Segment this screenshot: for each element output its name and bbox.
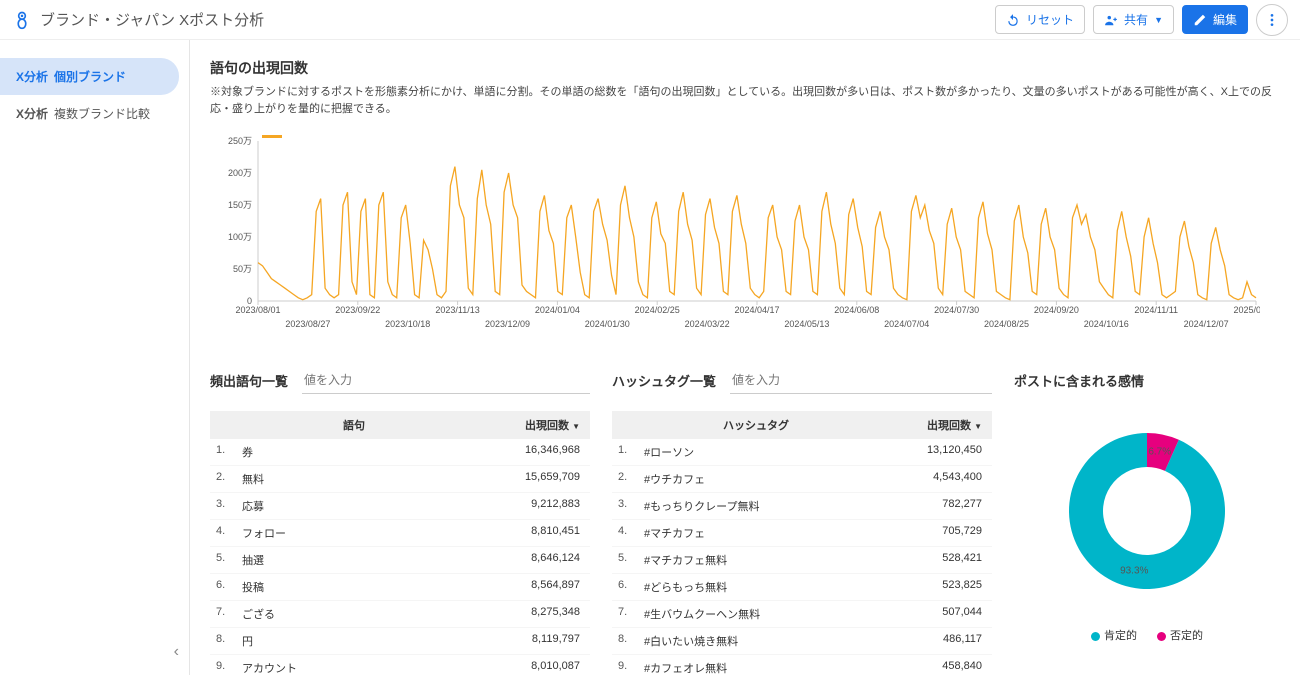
sidebar: X分析個別ブランドX分析複数ブランド比較 ‹	[0, 40, 190, 675]
sidebar-collapse-button[interactable]: ‹	[174, 643, 179, 661]
table-row[interactable]: 9.アカウント8,010,087	[210, 655, 590, 675]
share-button[interactable]: 共有▼	[1093, 5, 1174, 34]
sentiment-donut-chart: 6.7% 93.3%	[1042, 411, 1252, 621]
svg-text:2024/08/25: 2024/08/25	[984, 319, 1029, 329]
svg-text:2023/11/13: 2023/11/13	[435, 305, 479, 315]
svg-text:2024/09/20: 2024/09/20	[1034, 305, 1079, 315]
table-row[interactable]: 6.#どらもっち無料523,825	[612, 574, 992, 601]
svg-text:150万: 150万	[228, 200, 252, 210]
undo-icon	[1006, 13, 1020, 27]
edit-button[interactable]: 編集	[1182, 5, 1248, 34]
pencil-icon	[1193, 13, 1207, 27]
svg-text:2023/10/18: 2023/10/18	[385, 319, 430, 329]
table-row[interactable]: 3.#もっちりクレープ無料782,277	[612, 493, 992, 520]
chart-title: 語句の出現回数	[210, 58, 1280, 78]
sidebar-item[interactable]: X分析個別ブランド	[0, 58, 179, 95]
page-title: ブランド・ジャパン Xポスト分析	[40, 9, 995, 30]
table-row[interactable]: 6.投稿8,564,897	[210, 574, 590, 601]
words-filter-input[interactable]	[302, 367, 590, 393]
table-row[interactable]: 8.円8,119,797	[210, 628, 590, 655]
svg-text:250万: 250万	[228, 136, 252, 146]
hashtags-col-tag[interactable]: ハッシュタグ	[640, 411, 872, 439]
svg-text:2025/01/02: 2025/01/02	[1233, 305, 1260, 315]
table-row[interactable]: 8.#白いたい焼き無料486,117	[612, 628, 992, 655]
topbar: ブランド・ジャパン Xポスト分析 リセット 共有▼ 編集	[0, 0, 1300, 40]
svg-text:2023/09/22: 2023/09/22	[335, 305, 380, 315]
sort-desc-icon: ▼	[572, 422, 580, 431]
table-row[interactable]: 1.#ローソン13,120,450	[612, 439, 992, 466]
hashtags-panel: ハッシュタグ一覧 ハッシュタグ 出現回数 ▼ 1.#ローソン13,120,450…	[612, 363, 992, 675]
svg-text:2023/08/27: 2023/08/27	[285, 319, 330, 329]
words-panel: 頻出語句一覧 語句 出現回数 ▼ 1.券16,346,9682.無料15,659…	[210, 363, 590, 675]
words-col-count[interactable]: 出現回数 ▼	[470, 411, 590, 439]
svg-text:2024/12/07: 2024/12/07	[1184, 319, 1229, 329]
hashtags-table-header: ハッシュタグ 出現回数 ▼	[612, 411, 992, 439]
legend-positive: 肯定的	[1091, 627, 1137, 643]
svg-text:2024/04/17: 2024/04/17	[734, 305, 779, 315]
svg-text:200万: 200万	[228, 168, 252, 178]
svg-text:50万: 50万	[233, 264, 252, 274]
svg-text:6.7%: 6.7%	[1148, 446, 1171, 457]
svg-text:2023/08/01: 2023/08/01	[235, 305, 280, 315]
more-button[interactable]	[1256, 4, 1288, 36]
svg-text:2024/07/04: 2024/07/04	[884, 319, 929, 329]
hashtags-filter-input[interactable]	[730, 367, 992, 393]
chevron-down-icon: ▼	[1154, 15, 1163, 25]
svg-text:2023/12/09: 2023/12/09	[485, 319, 530, 329]
svg-text:2024/01/04: 2024/01/04	[535, 305, 580, 315]
words-table-header: 語句 出現回数 ▼	[210, 411, 590, 439]
table-row[interactable]: 4.#マチカフェ705,729	[612, 520, 992, 547]
person-add-icon	[1104, 13, 1118, 27]
more-vert-icon	[1264, 12, 1280, 28]
table-row[interactable]: 4.フォロー8,810,451	[210, 520, 590, 547]
svg-text:2024/11/11: 2024/11/11	[1134, 305, 1178, 315]
svg-text:2024/06/08: 2024/06/08	[834, 305, 879, 315]
table-row[interactable]: 2.#ウチカフェ4,543,400	[612, 466, 992, 493]
svg-text:2024/01/30: 2024/01/30	[585, 319, 630, 329]
table-row[interactable]: 3.応募9,212,883	[210, 493, 590, 520]
app-logo-icon	[12, 10, 32, 30]
table-row[interactable]: 2.無料15,659,709	[210, 466, 590, 493]
table-row[interactable]: 9.#カフェオレ無料458,840	[612, 655, 992, 675]
table-row[interactable]: 1.券16,346,968	[210, 439, 590, 466]
words-col-term[interactable]: 語句	[238, 411, 470, 439]
svg-text:2024/03/22: 2024/03/22	[685, 319, 730, 329]
svg-text:2024/10/16: 2024/10/16	[1084, 319, 1129, 329]
legend-negative: 否定的	[1157, 627, 1203, 643]
words-title: 頻出語句一覧	[210, 371, 288, 390]
sort-desc-icon: ▼	[974, 422, 982, 431]
svg-text:93.3%: 93.3%	[1120, 566, 1148, 577]
sidebar-item[interactable]: X分析複数ブランド比較	[0, 95, 179, 132]
line-chart: 250万200万150万100万50万02023/08/012023/09/22…	[210, 133, 1280, 343]
chart-desc: ※対象ブランドに対するポストを形態素分析にかけ、単語に分割。その単語の総数を「語…	[210, 84, 1280, 117]
topbar-actions: リセット 共有▼ 編集	[995, 4, 1288, 36]
reset-button[interactable]: リセット	[995, 5, 1085, 34]
sentiment-panel: ポストに含まれる感情 6.7% 93.3% 肯定的 否定的	[1014, 363, 1280, 675]
hashtags-title: ハッシュタグ一覧	[612, 371, 716, 390]
table-row[interactable]: 7.#生バウムクーヘン無料507,044	[612, 601, 992, 628]
sentiment-legend: 肯定的 否定的	[1091, 627, 1203, 643]
content: 語句の出現回数 ※対象ブランドに対するポストを形態素分析にかけ、単語に分割。その…	[190, 40, 1300, 675]
sentiment-title: ポストに含まれる感情	[1014, 371, 1144, 390]
table-row[interactable]: 7.ござる8,275,348	[210, 601, 590, 628]
table-row[interactable]: 5.#マチカフェ無料528,421	[612, 547, 992, 574]
hashtags-col-count[interactable]: 出現回数 ▼	[872, 411, 992, 439]
table-row[interactable]: 5.抽選8,646,124	[210, 547, 590, 574]
svg-text:100万: 100万	[228, 232, 252, 242]
svg-text:2024/02/25: 2024/02/25	[635, 305, 680, 315]
svg-text:2024/05/13: 2024/05/13	[784, 319, 829, 329]
svg-text:2024/07/30: 2024/07/30	[934, 305, 979, 315]
